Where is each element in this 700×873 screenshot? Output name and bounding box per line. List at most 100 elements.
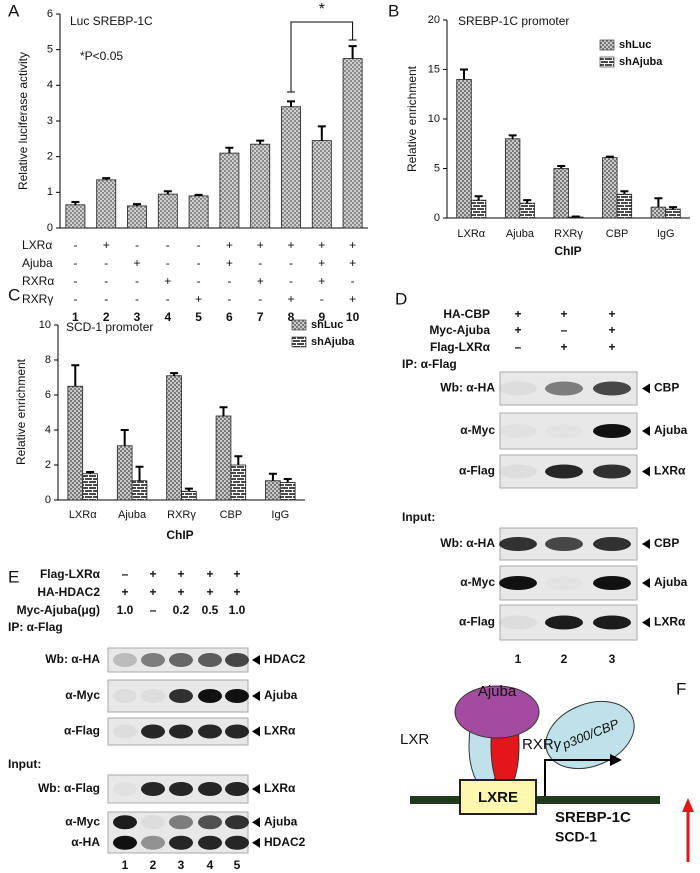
bar (470, 199, 487, 219)
x-tick-label: 10 (346, 310, 360, 324)
error-bar (225, 146, 234, 154)
band (169, 724, 193, 739)
x-tick-label: LXRα (69, 509, 97, 521)
error-bar (474, 195, 483, 201)
bar (82, 473, 98, 501)
legend-swatch (599, 39, 615, 51)
coactivator-shape (545, 700, 635, 770)
condition-sign: - (289, 274, 293, 288)
x-tick-label: 5 (195, 310, 202, 324)
ajuba-shape (454, 685, 540, 739)
antibody-label: Wb: α-HA (45, 652, 100, 666)
x-tick-label: Ajuba (506, 228, 535, 240)
error-bar (163, 190, 172, 195)
y-tick-label: 0 (47, 222, 53, 234)
node-label: SREBP-1C (555, 809, 631, 826)
condition-sign: + (149, 585, 156, 599)
lane-number: 3 (178, 858, 185, 872)
ip-label: IP: α-Flag (402, 357, 457, 371)
x-tick-label: LXRα (457, 228, 485, 240)
bar (250, 143, 271, 229)
antibody-label: α-Myc (460, 575, 495, 589)
condition-sign: - (73, 292, 77, 306)
band (545, 381, 583, 396)
condition-sign: + (349, 256, 356, 270)
condition-name: RXRγ (22, 292, 53, 306)
condition-sign: + (257, 238, 264, 252)
input-label: Input: (8, 757, 41, 771)
condition-sign: + (287, 292, 294, 306)
x-tick-label: 8 (288, 310, 295, 324)
target-label: HDAC2 (264, 652, 306, 666)
condition-name: Ajuba (22, 256, 53, 270)
bar (281, 106, 301, 229)
error-bar (256, 139, 265, 145)
legend-swatch (291, 336, 307, 348)
condition-sign: - (135, 274, 139, 288)
x-tick-label: CBP (606, 228, 629, 240)
y-tick-label: 15 (428, 63, 440, 75)
pointer (252, 726, 260, 737)
x-tick-label: 1 (72, 310, 79, 324)
panel-letter: A (8, 1, 20, 20)
condition-name: RXRα (22, 274, 54, 288)
band (545, 424, 583, 438)
target-label: LXRα (654, 464, 686, 478)
y-tick-label: 0 (45, 494, 51, 506)
condition-sign: + (560, 340, 567, 354)
chart-B: B SREBP-1C promoter Relative enrichment ChI… (388, 1, 690, 258)
band (198, 815, 222, 830)
bar (265, 480, 281, 501)
error-bar (348, 45, 357, 59)
condition-sign: - (73, 238, 77, 252)
arrowhead (610, 754, 622, 766)
condition-sign: - (135, 238, 139, 252)
condition-sign: - (258, 292, 262, 306)
band (169, 653, 193, 667)
error-bar (620, 190, 629, 195)
band (593, 381, 631, 396)
y-axis-label: Relative enrichment (405, 65, 419, 172)
band (593, 537, 631, 551)
target-label: LXRα (654, 615, 686, 629)
band (141, 782, 165, 796)
condition-sign: - (197, 238, 201, 252)
bar (665, 208, 681, 219)
band (113, 653, 137, 667)
error-bar (605, 155, 614, 158)
node-label: LXR (400, 731, 429, 748)
band (499, 537, 537, 551)
bar (553, 168, 569, 219)
bar (166, 375, 182, 501)
bar (215, 415, 232, 501)
condition-sign: - (166, 292, 170, 306)
y-tick-label: 2 (45, 459, 51, 471)
condition-sign: - (197, 274, 201, 288)
legend-label: shAjuba (619, 56, 663, 68)
bar (602, 157, 618, 219)
x-tick-label: 2 (103, 310, 110, 324)
bar (650, 206, 667, 219)
legend-swatch (291, 319, 307, 331)
error-bar (102, 177, 111, 180)
band (499, 615, 537, 630)
condition-name: Myc-Ajuba(μg) (17, 603, 100, 617)
panel-letter: E (8, 567, 19, 586)
band (593, 576, 631, 590)
error-bar (268, 472, 277, 481)
pointer (252, 837, 260, 848)
band (593, 464, 631, 479)
condition-sign: - (258, 256, 262, 270)
x-tick-label: 3 (134, 310, 141, 324)
bar (230, 464, 247, 501)
lane-number: 2 (150, 858, 157, 872)
condition-sign: + (195, 292, 202, 306)
condition-sign: + (103, 238, 110, 252)
antibody-label: α-Flag (64, 724, 100, 738)
chart-title: Luc SREBP-1C (70, 14, 153, 28)
condition-sign: + (149, 567, 156, 581)
condition-sign: + (226, 256, 233, 270)
condition-sign: + (349, 238, 356, 252)
condition-sign: + (226, 238, 233, 252)
error-bar (170, 372, 179, 376)
